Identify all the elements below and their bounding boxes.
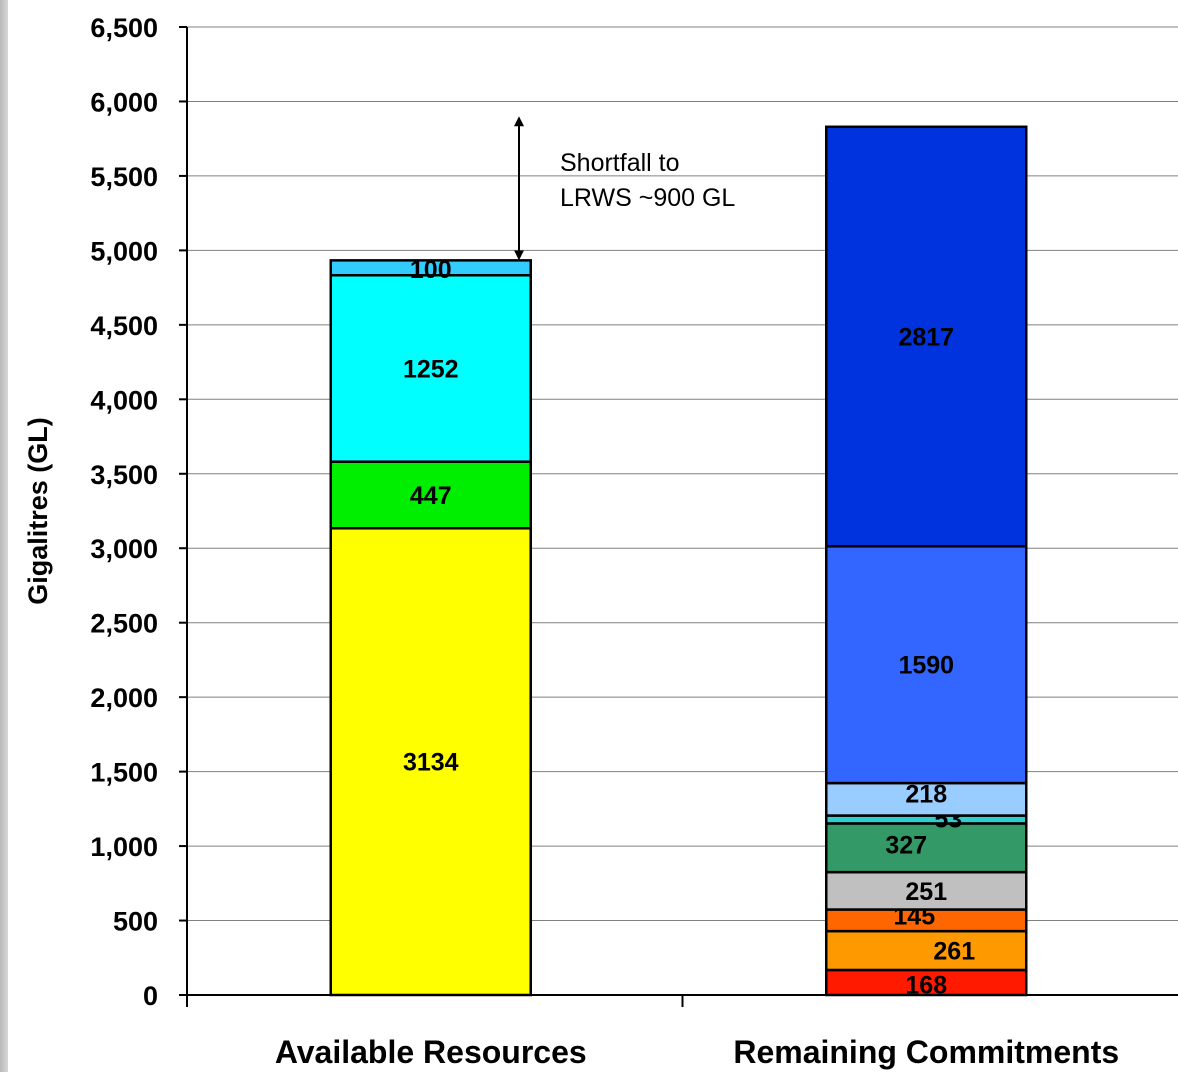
y-tick-label: 3,000 (90, 534, 158, 564)
slide-edge (0, 0, 8, 1072)
y-tick-label: 4,000 (90, 385, 158, 415)
bar-segment (329, 259, 532, 277)
bar-segment (825, 870, 1028, 911)
bar-segment (825, 125, 1028, 548)
x-tick-label: Remaining Commitments (733, 1034, 1119, 1070)
y-tick-label: 5,000 (90, 236, 158, 266)
y-tick-label: 3,500 (90, 460, 158, 490)
y-tick-label: 6,000 (90, 87, 158, 117)
bar-segment (825, 968, 1028, 997)
y-tick-label: 4,500 (90, 311, 158, 341)
y-tick-label: 500 (113, 907, 158, 937)
y-tick-label: 6,500 (90, 13, 158, 43)
y-tick-label: 0 (143, 981, 158, 1011)
y-tick-label: 1,000 (90, 832, 158, 862)
bar-segment (825, 929, 1028, 972)
data-label: 1590 (898, 652, 954, 680)
x-tick-label: Available Resources (275, 1034, 587, 1070)
data-label: 1252 (403, 355, 459, 383)
y-axis-title: Gigalitres (GL) (23, 417, 53, 605)
data-label: 447 (410, 482, 452, 510)
data-label: 100 (410, 256, 452, 284)
data-label: 3134 (403, 749, 459, 777)
annotation-text: Shortfall to LRWS ~900 GL (560, 149, 735, 212)
y-tick-label: 2,000 (90, 683, 158, 713)
y-tick-label: 1,500 (90, 758, 158, 788)
bar-segment (329, 527, 532, 997)
annotation-line: Shortfall to (560, 149, 680, 177)
bar-segment (825, 781, 1028, 817)
y-tick-label: 5,500 (90, 162, 158, 192)
data-label: 218 (905, 780, 947, 808)
bar-segment (825, 822, 1028, 874)
data-label: 2817 (898, 324, 954, 352)
data-label: 251 (905, 878, 947, 906)
data-label: 327 (885, 831, 927, 859)
data-label: 261 (933, 938, 975, 966)
bar-segment (825, 545, 1028, 785)
annotation-line: LRWS ~900 GL (560, 184, 735, 212)
y-tick-label: 2,500 (90, 609, 158, 639)
